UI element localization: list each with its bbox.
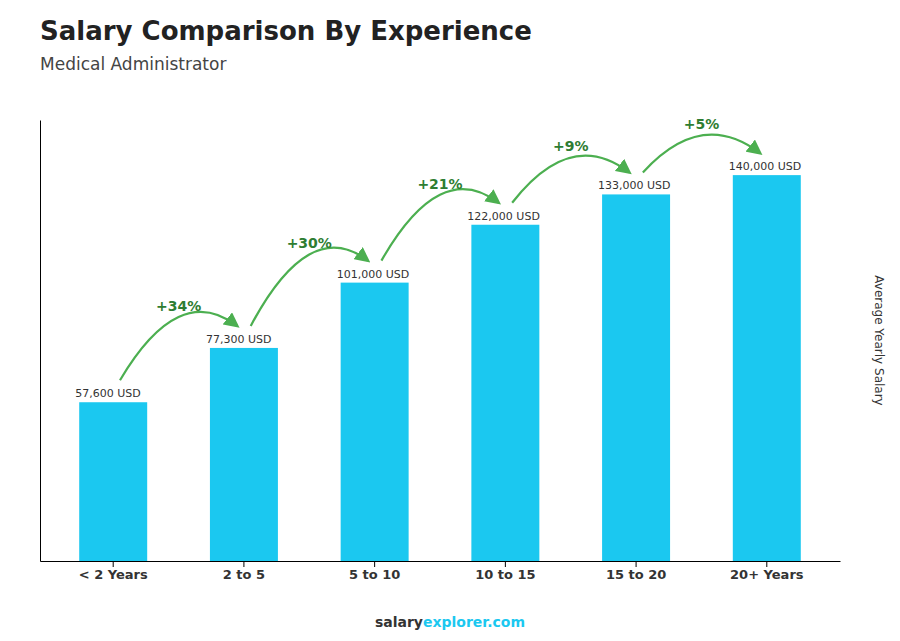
- change-arrow: [643, 135, 760, 173]
- x-axis-line: [41, 561, 841, 562]
- x-tick-mark: [766, 561, 767, 567]
- value-label: 140,000 USD: [729, 160, 802, 173]
- x-axis: < 2 Years 2 to 5 5 to 10 10 to 15 15 to 20 20…: [41, 561, 841, 582]
- bars: [79, 175, 801, 561]
- x-tick-label: 2 to 5: [223, 567, 265, 582]
- change-label: +5%: [684, 116, 720, 132]
- y-axis-line: [40, 121, 41, 562]
- subtitle: Medical Administrator: [40, 54, 226, 74]
- watermark-part: explorer.com: [423, 614, 525, 630]
- x-tick-label: 20+ Years: [730, 567, 804, 582]
- bar: [471, 225, 539, 561]
- bar: [210, 348, 278, 561]
- x-tick-label: < 2 Years: [79, 567, 148, 582]
- x-tick: 5 to 10: [349, 561, 400, 582]
- value-label: 77,300 USD: [206, 333, 271, 346]
- x-tick: 2 to 5: [223, 561, 265, 582]
- x-tick-label: 10 to 15: [475, 567, 535, 582]
- title: Salary Comparison By Experience: [40, 16, 532, 46]
- bar: [79, 402, 147, 561]
- bar: [602, 194, 670, 561]
- watermark: salaryexplorer.com: [375, 614, 525, 630]
- change-arrow: [120, 312, 237, 380]
- y-axis-title: Average Yearly Salary: [872, 275, 886, 405]
- value-label: 57,600 USD: [75, 387, 141, 400]
- plot-area: < 2 Years 2 to 5 5 to 10 10 to 15 15 to 20 20…: [41, 116, 841, 582]
- bar: [341, 283, 409, 561]
- change-label: +21%: [417, 176, 462, 192]
- change-label: +9%: [553, 138, 589, 154]
- x-tick: 15 to 20: [606, 561, 666, 582]
- x-tick-mark: [505, 561, 506, 567]
- x-tick-label: 15 to 20: [606, 567, 666, 582]
- chart: Salary Comparison By Experience Medical A…: [0, 0, 900, 641]
- x-tick-mark: [243, 561, 244, 567]
- change-arrow: [381, 189, 498, 261]
- value-labels: 57,600 USD 77,300 USD 101,000 USD 122,000 U…: [75, 160, 801, 400]
- change-arrows: +34% +30% +21% +9% +5%: [120, 116, 760, 380]
- value-label: 101,000 USD: [337, 268, 410, 281]
- bar: [733, 175, 801, 561]
- change-arrow: [251, 248, 368, 326]
- x-tick-mark: [113, 561, 114, 567]
- x-tick-label: 5 to 10: [349, 567, 400, 582]
- x-tick: 20+ Years: [730, 561, 804, 582]
- x-tick: 10 to 15: [475, 561, 535, 582]
- watermark-part: salary: [375, 614, 423, 630]
- value-label: 133,000 USD: [598, 179, 671, 192]
- x-tick: < 2 Years: [79, 561, 148, 582]
- change-label: +30%: [287, 235, 332, 251]
- change-arrow: [512, 156, 629, 203]
- change-label: +34%: [156, 298, 201, 314]
- x-tick-mark: [636, 561, 637, 567]
- y-axis: [40, 121, 41, 562]
- x-tick-mark: [374, 561, 375, 567]
- value-label: 122,000 USD: [467, 210, 540, 223]
